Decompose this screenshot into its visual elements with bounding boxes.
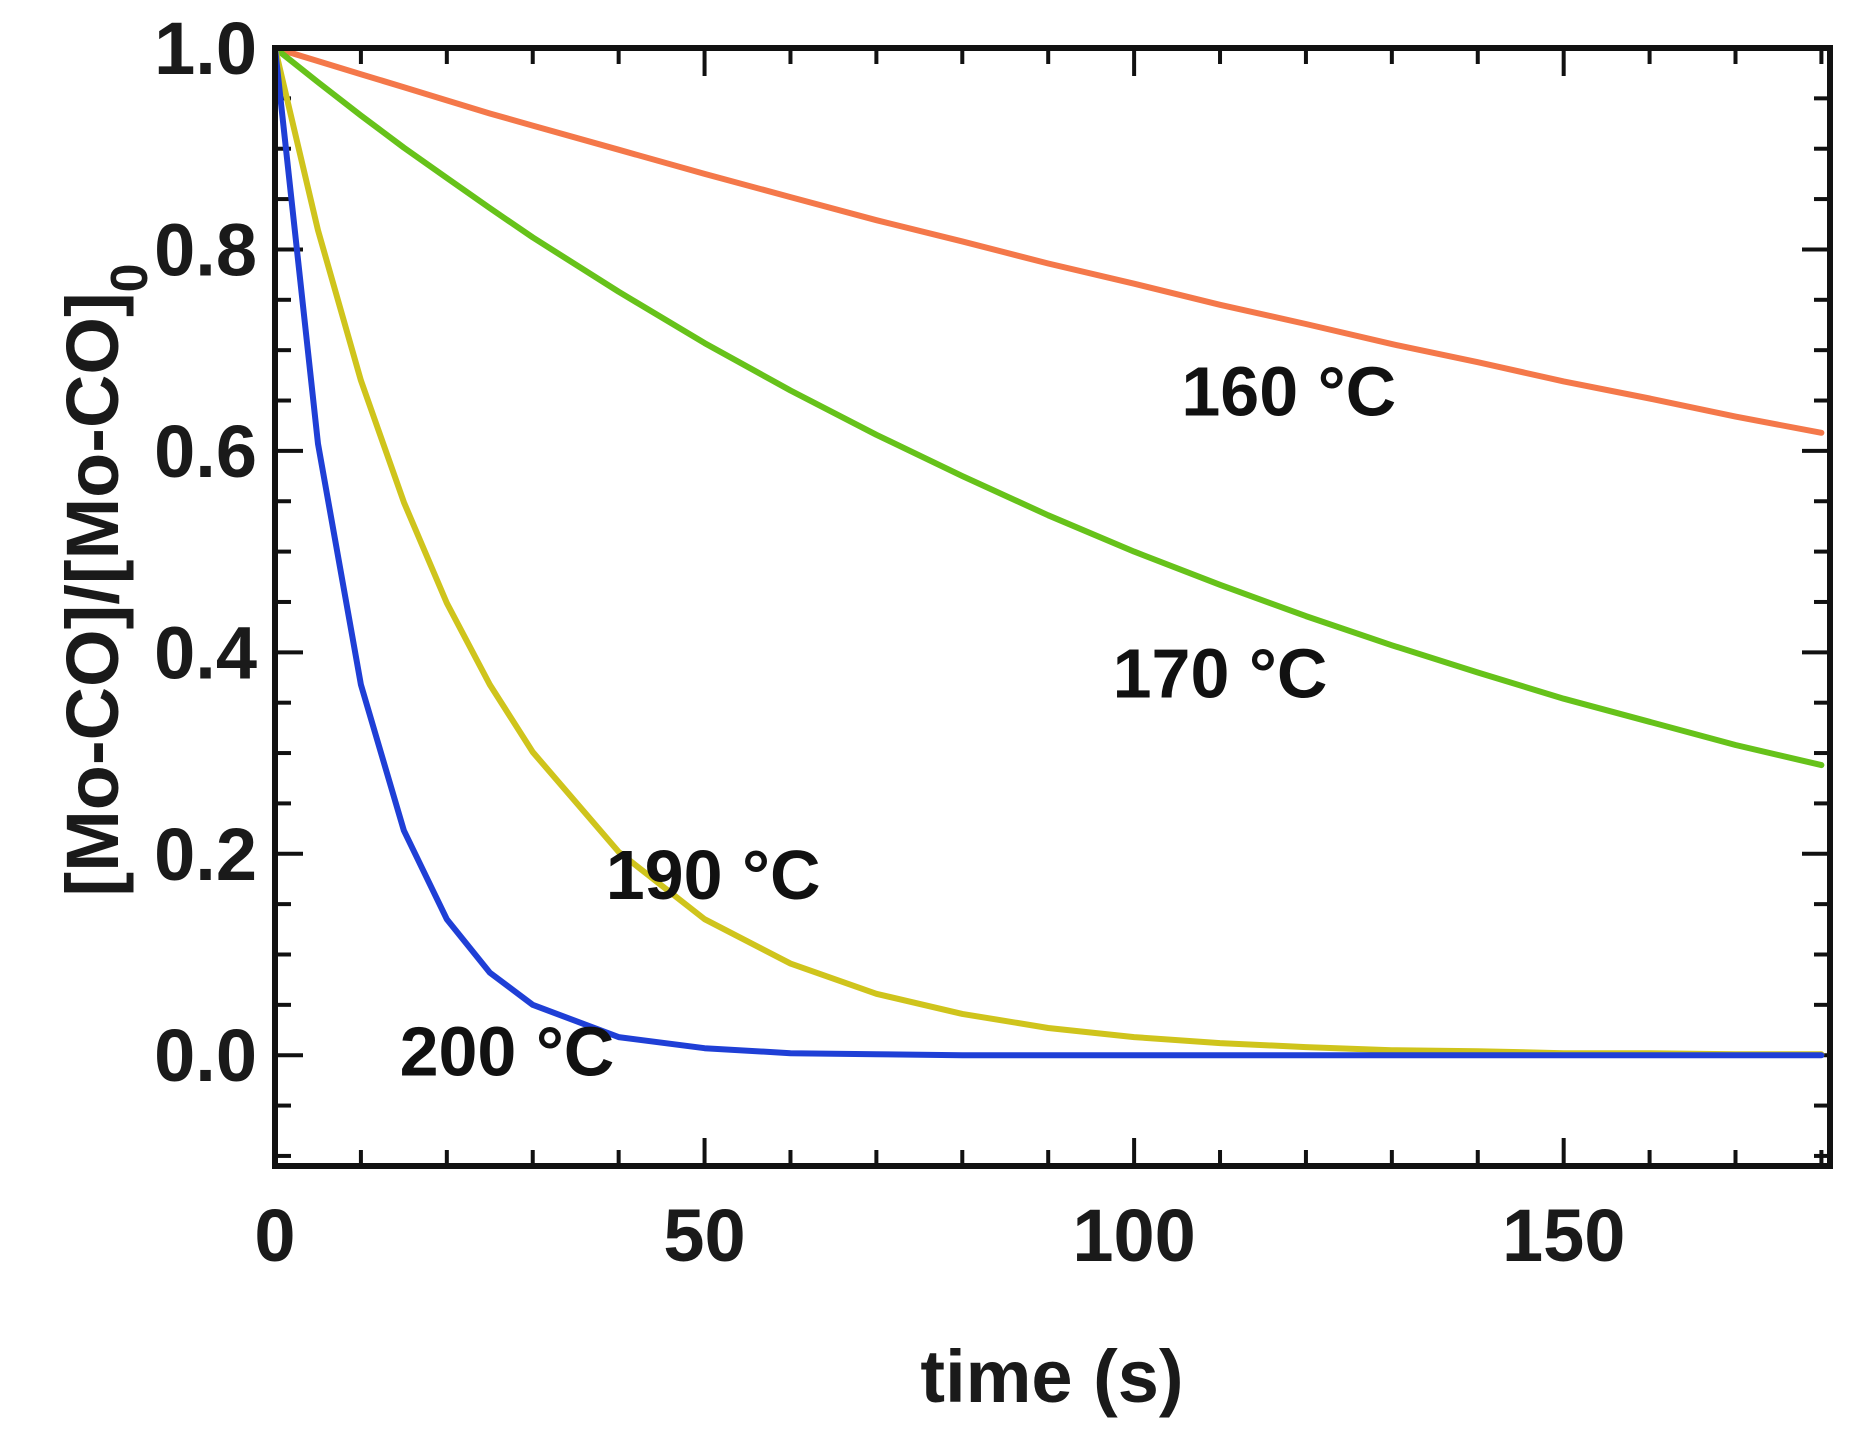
y-tick-labels: 0.0 0.2 0.4 0.6 0.8 1.0 (154, 7, 257, 1097)
y-tick-label: 0.0 (154, 1014, 257, 1097)
x-tick-label: 150 (1502, 1194, 1625, 1277)
x-tick-label: 50 (663, 1194, 745, 1277)
y-tick-label: 0.8 (154, 208, 257, 291)
curves (272, 45, 1825, 1059)
series-line (272, 45, 1825, 1059)
y-tick-label: 0.2 (154, 813, 257, 896)
series-label: 170 °C (1113, 635, 1328, 713)
y-tick-label: 0.4 (154, 611, 257, 694)
y-tick-label: 0.6 (154, 410, 257, 493)
series-label: 200 °C (400, 1012, 615, 1090)
series-labels: 160 °C 170 °C 190 °C 200 °C (400, 353, 1397, 1091)
series-line (272, 45, 1825, 436)
x-tick-labels: 0 50 100 150 (254, 1194, 1625, 1277)
series-label: 160 °C (1181, 353, 1396, 431)
series-label: 190 °C (606, 836, 821, 914)
series-line (272, 45, 1825, 769)
y-tick-label: 1.0 (154, 7, 257, 90)
x-tick-label: 0 (254, 1194, 295, 1277)
x-tick-label: 100 (1072, 1194, 1195, 1277)
axis-ticks (273, 46, 1830, 1166)
y-axis-title: [Mo-CO]/[Mo-CO]0 (51, 263, 159, 896)
series-line (272, 45, 1825, 1058)
x-axis-title: time (s) (920, 1335, 1183, 1418)
plot-frame (272, 45, 1833, 1169)
